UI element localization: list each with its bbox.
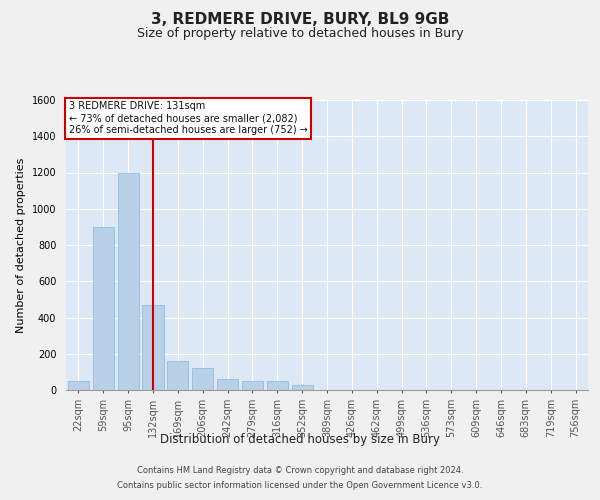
Bar (142, 305, 164, 390)
Bar (217, 379, 238, 390)
Text: Contains HM Land Registry data © Crown copyright and database right 2024.: Contains HM Land Registry data © Crown c… (137, 466, 463, 475)
Bar (68, 381, 89, 390)
Text: 3, REDMERE DRIVE, BURY, BL9 9GB: 3, REDMERE DRIVE, BURY, BL9 9GB (151, 12, 449, 28)
Text: 3 REDMERE DRIVE: 131sqm
← 73% of detached houses are smaller (2,082)
26% of semi: 3 REDMERE DRIVE: 131sqm ← 73% of detache… (68, 102, 307, 134)
Bar (118, 172, 139, 390)
Text: Contains public sector information licensed under the Open Government Licence v3: Contains public sector information licen… (118, 481, 482, 490)
Bar (267, 381, 288, 390)
Bar (167, 361, 188, 390)
Bar (242, 381, 263, 390)
Bar (192, 368, 213, 390)
Y-axis label: Number of detached properties: Number of detached properties (16, 158, 26, 332)
Bar (93, 227, 114, 390)
Text: Distribution of detached houses by size in Bury: Distribution of detached houses by size … (160, 432, 440, 446)
Bar (292, 384, 313, 390)
Text: Size of property relative to detached houses in Bury: Size of property relative to detached ho… (137, 28, 463, 40)
